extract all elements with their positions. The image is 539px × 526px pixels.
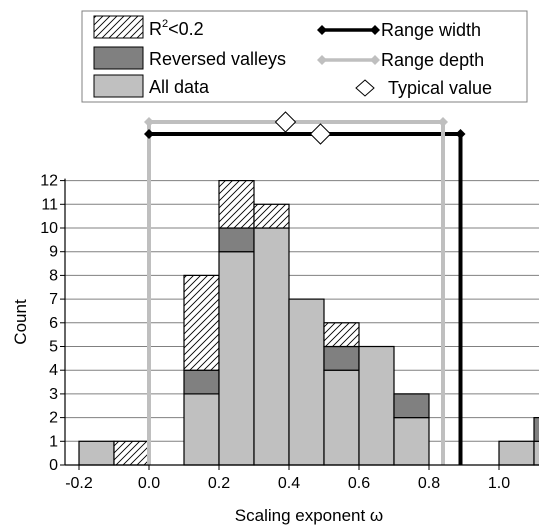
x-axis-title: Scaling exponent ω <box>235 506 383 525</box>
legend-marker-range-depth-right <box>370 55 380 65</box>
histogram-bars <box>78 180 539 466</box>
legend-label-range-depth: Range depth <box>381 50 484 70</box>
y-axis-title: Count <box>11 299 30 345</box>
bar-r2-low-bin-6 <box>323 322 360 348</box>
legend-marker-range-width-left <box>317 25 327 35</box>
bar-all-data-bin-10 <box>533 440 539 466</box>
legend-label-range-width: Range width <box>381 20 481 40</box>
range-width-marker-right <box>455 129 466 139</box>
y-tick-label-0: 0 <box>49 457 58 474</box>
range-depth-marker-left <box>144 117 154 127</box>
bar-reversed-valleys-bin-10 <box>533 417 539 442</box>
legend-swatch-reversed-valleys <box>93 46 144 70</box>
bar-reversed-valleys-bin-8 <box>393 393 430 419</box>
bar-all-data-bin-9 <box>498 440 535 466</box>
bar-r2-low-bin-4 <box>253 203 290 229</box>
y-tick-label-9: 9 <box>49 244 58 261</box>
legend-marker-typical-value <box>355 79 375 97</box>
y-tick-label-4: 4 <box>49 362 58 379</box>
x-tick-label--0.2: -0.2 <box>65 475 93 492</box>
bar-r2-low-bin-2 <box>183 274 220 371</box>
range-width-marker-left <box>144 129 154 139</box>
bar-all-data-bin-5 <box>288 298 325 466</box>
y-tick-label-1: 1 <box>49 433 58 450</box>
legend-label-r2: R2<0.2 <box>149 18 204 39</box>
typical-value-marker-width <box>309 123 332 145</box>
range-depth-marker-right <box>438 117 448 127</box>
y-tick-label-5: 5 <box>49 339 58 356</box>
x-tick-label-0.0: 0.0 <box>138 475 160 492</box>
bar-all-data-bin-4 <box>253 227 290 466</box>
legend-label-all-data: All data <box>149 77 210 97</box>
legend: R2<0.2 Reversed valleys All data Range w… <box>81 10 528 103</box>
bar-all-data-bin-3 <box>218 251 255 466</box>
legend-swatch-all-data <box>93 74 144 98</box>
x-tick-label-0.2: 0.2 <box>208 475 230 492</box>
range-lines <box>144 111 466 465</box>
bar-all-data-bin-8 <box>393 417 430 466</box>
y-tick-label-10: 10 <box>40 220 58 237</box>
y-tick-label-8: 8 <box>49 267 58 284</box>
legend-marker-range-depth-left <box>317 55 327 65</box>
bar-reversed-valleys-bin-2 <box>183 369 220 395</box>
x-tick-label-0.6: 0.6 <box>348 475 370 492</box>
legend-swatch-r2 <box>93 15 144 39</box>
typical-value-marker-depth <box>274 111 297 133</box>
legend-frame <box>81 10 528 103</box>
bar-r2-low-bin-1 <box>113 440 150 466</box>
bar-all-data-bin-2 <box>183 393 220 466</box>
y-tick-label-2: 2 <box>49 410 58 427</box>
bar-reversed-valleys-bin-3 <box>218 227 255 253</box>
y-tick-label-3: 3 <box>49 386 58 403</box>
bar-all-data-bin-0 <box>78 440 115 466</box>
bar-all-data-bin-7 <box>358 345 395 466</box>
y-tick-label-7: 7 <box>49 291 58 308</box>
y-tick-label-12: 12 <box>40 173 58 190</box>
y-tick-label-11: 11 <box>41 196 58 213</box>
legend-label-reversed-valleys: Reversed valleys <box>149 49 286 69</box>
y-tick-label-6: 6 <box>49 315 58 332</box>
x-tick-label-0.4: 0.4 <box>278 475 300 492</box>
bar-reversed-valleys-bin-6 <box>323 345 360 371</box>
x-tick-label-1.0: 1.0 <box>488 475 510 492</box>
legend-marker-range-width-right <box>370 25 380 35</box>
bar-r2-low-bin-3 <box>218 180 255 229</box>
bar-all-data-bin-6 <box>323 369 360 466</box>
x-tick-label-0.8: 0.8 <box>418 475 440 492</box>
legend-label-typical-value: Typical value <box>388 78 492 98</box>
